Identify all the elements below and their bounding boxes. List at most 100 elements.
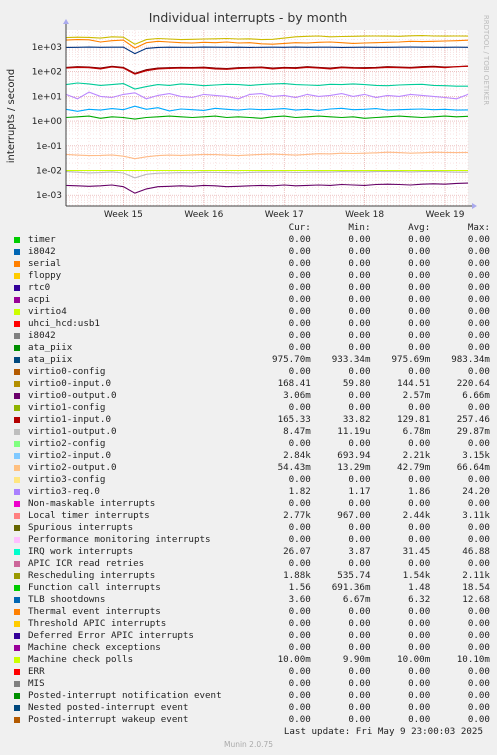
legend-name: Threshold APIC interrupts: [28, 618, 167, 629]
legend-row: virtio2-output.0 54.43m 13.29m 42.79m 66.64m: [12, 462, 490, 474]
legend-max: 0.00: [467, 534, 490, 545]
legend-row: virtio0-output.0 3.06m 0.00 2.57m 6.66m: [12, 390, 490, 402]
legend-row: uhci_hcd:usb1 0.00 0.00 0.00 0.00: [12, 318, 490, 330]
legend-name: IRQ work interrupts: [28, 546, 134, 557]
legend-cur: 26.07: [283, 546, 311, 557]
legend-swatch: [14, 381, 20, 387]
legend-cur: 0.00: [288, 522, 311, 533]
series-line: [65, 46, 469, 55]
legend-cur: 0.00: [288, 690, 311, 701]
legend-min: 0.00: [348, 234, 371, 245]
legend-cur: 0.00: [288, 282, 311, 293]
legend-cur: 3.60: [288, 594, 311, 605]
legend-max: 0.00: [467, 678, 490, 689]
legend-row: virtio2-input.0 2.84k 693.94 2.21k 3.15k: [12, 450, 490, 462]
legend-max: 0.00: [467, 258, 490, 269]
legend-min: 0.00: [348, 558, 371, 569]
legend-max: 3.11k: [462, 510, 490, 521]
legend-cur: 168.41: [277, 378, 311, 389]
legend-avg: 0.00: [408, 690, 431, 701]
legend-min: 33.82: [342, 414, 371, 425]
legend-cur: 0.00: [288, 702, 311, 713]
legend-avg: 31.45: [402, 546, 431, 557]
legend-cur: 2.84k: [283, 450, 311, 461]
legend-min: 0.00: [348, 282, 371, 293]
legend-avg: 1.48: [408, 582, 431, 593]
legend-name: TLB shootdowns: [28, 594, 106, 605]
legend-min: 0.00: [348, 246, 371, 257]
munin-version: Munin 2.0.75: [223, 740, 274, 749]
legend-row: Rescheduling interrupts 1.88k 535.74 1.54k 2…: [12, 570, 490, 582]
legend-cur: 2.77k: [283, 510, 311, 521]
legend-swatch: [14, 597, 20, 603]
legend-min: 933.34m: [331, 354, 371, 365]
legend-min: 0.00: [348, 438, 371, 449]
legend-avg: 0.00: [408, 558, 431, 569]
legend-max: 0.00: [467, 474, 490, 485]
y-tick-label: 1e-03: [36, 191, 62, 201]
legend-avg: 0.00: [408, 342, 431, 353]
legend-min: 0.00: [348, 402, 371, 413]
legend-row: rtc0 0.00 0.00 0.00 0.00: [12, 282, 490, 294]
legend-cur: 0.00: [288, 678, 311, 689]
legend-swatch: [14, 657, 20, 663]
legend-max: 0.00: [467, 666, 490, 677]
legend-min: 0.00: [348, 390, 371, 401]
legend-row: virtio0-input.0 168.41 59.80 144.51 220.64: [12, 378, 490, 390]
legend-min: 9.90m: [342, 654, 371, 665]
legend-swatch: [14, 261, 20, 267]
legend-swatch: [14, 633, 20, 639]
legend-name: APIC ICR read retries: [28, 558, 145, 569]
legend-row: virtio4 0.00 0.00 0.00 0.00: [12, 306, 490, 318]
legend-cur: 0.00: [288, 306, 311, 317]
legend-row: serial 0.00 0.00 0.00 0.00: [12, 258, 490, 270]
x-axis: Week 15 Week 16 Week 17 Week 18 Week 19: [104, 210, 465, 220]
x-tick-label: Week 17: [265, 210, 304, 220]
legend-avg: 0.00: [408, 534, 431, 545]
legend-min: 0.00: [348, 618, 371, 629]
legend-row: virtio0-config 0.00 0.00 0.00 0.00: [12, 366, 490, 378]
legend-name: Posted-interrupt wakeup event: [28, 714, 189, 725]
legend-min: 0.00: [348, 258, 371, 269]
legend-row: virtio3-req.0 1.82 1.17 1.86 24.20: [12, 486, 490, 498]
legend-name: rtc0: [28, 282, 51, 293]
legend-min: 59.80: [342, 378, 371, 389]
legend-max: 257.46: [456, 414, 490, 425]
legend-max: 0.00: [467, 246, 490, 257]
legend-min: 0.00: [348, 294, 371, 305]
legend-cur: 0.00: [288, 642, 311, 653]
legend-avg: 0.00: [408, 234, 431, 245]
legend-row: Posted-interrupt wakeup event 0.00 0.00 0.0…: [12, 714, 490, 726]
legend-max: 0.00: [467, 282, 490, 293]
legend-avg: 0.00: [408, 702, 431, 713]
legend-avg: 0.00: [408, 330, 431, 341]
legend-name: ata_piix: [28, 354, 73, 365]
legend-max: 0.00: [467, 330, 490, 341]
legend-min: 0.00: [348, 678, 371, 689]
axes: [63, 19, 477, 209]
legend-swatch: [14, 273, 20, 279]
legend-cur: 0.00: [288, 246, 311, 257]
legend-avg: 0.00: [408, 630, 431, 641]
legend-min: 13.29m: [337, 462, 371, 473]
legend-cur: 0.00: [288, 534, 311, 545]
legend-swatch: [14, 237, 20, 243]
legend-row: Non-maskable interrupts 0.00 0.00 0.00 0.00: [12, 498, 490, 510]
legend-name: acpi: [28, 294, 51, 305]
legend-name: i8042: [28, 246, 56, 257]
legend-row: Nested posted-interrupt event 0.00 0.00 0.0…: [12, 702, 490, 714]
legend-avg: 0.00: [408, 606, 431, 617]
legend-name: Function call interrupts: [28, 582, 161, 593]
legend-row: virtio1-output.0 8.47m 11.19u 6.78m 29.87m: [12, 426, 490, 438]
legend-avg: 0.00: [408, 438, 431, 449]
legend-avg: 0.00: [408, 522, 431, 533]
legend-cur: 0.00: [288, 498, 311, 509]
legend-cur: 0.00: [288, 270, 311, 281]
legend-name: virtio2-input.0: [28, 450, 111, 461]
legend-swatch: [14, 321, 20, 327]
series-line: [65, 151, 469, 160]
y-axis-arrow-icon: [63, 19, 69, 24]
legend-avg: 0.00: [408, 678, 431, 689]
legend-cur: 1.82: [288, 486, 311, 497]
legend-name: Non-maskable interrupts: [28, 498, 156, 509]
